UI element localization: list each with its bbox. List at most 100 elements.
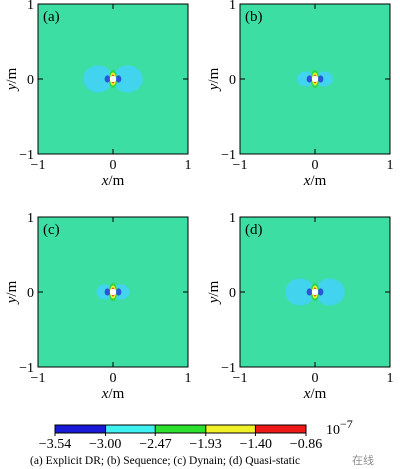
panel-a-y-axis-label: y/m: [4, 67, 20, 92]
left-lobe-contour: [83, 65, 113, 93]
panel-b-contour-field: [296, 70, 334, 88]
panel-b-ytick-label: −1: [221, 148, 236, 163]
panel-d-ytick-label: −1: [221, 361, 236, 376]
panel-c-xtick-label: 0: [110, 371, 117, 386]
panel-a-label: (a): [43, 9, 60, 25]
panel-a-contour-field: [83, 65, 143, 93]
right-lobe-contour: [315, 71, 334, 87]
panel-b-ticks: [239, 3, 391, 155]
panel-c-y-axis-label: y/m: [4, 280, 20, 305]
colorbar-tick-label: −3.54: [39, 437, 71, 452]
panel-d: (d) −1 0 1 −1 0 1 x/m y/m: [206, 211, 394, 402]
colorbar-bin: [155, 425, 206, 433]
y-axis-unit: /m: [4, 280, 20, 296]
right-core-contour: [317, 288, 324, 296]
panel-b-x-axis-label: x/m: [303, 173, 327, 189]
x-axis-unit: /m: [310, 386, 326, 402]
colorbar-bin: [205, 425, 256, 433]
center-hole: [109, 288, 117, 296]
x-axis-name: x: [303, 386, 311, 402]
center-hole: [311, 75, 319, 83]
panel-c-contour-field: [96, 283, 130, 301]
x-axis-name: x: [101, 386, 109, 402]
panel-d-xtick-label: 1: [387, 371, 394, 386]
panel-b-ytick-label: 0: [229, 73, 236, 88]
colorbar-bin: [55, 425, 106, 433]
center-hole: [311, 288, 319, 296]
y-axis-unit: /m: [206, 280, 222, 296]
panel-b-xtick-label: −1: [233, 158, 248, 173]
y-axis-unit: /m: [4, 67, 20, 83]
panel-b: (b) −1 0 1 −1 0 1 x/m y/m: [206, 0, 394, 189]
panel-a-xtick-label: −1: [31, 158, 46, 173]
panel-c-ytick-label: 0: [27, 286, 34, 301]
right-lobe-contour: [315, 278, 345, 306]
panel-d-ytick-label: 0: [229, 286, 236, 301]
panel-a-ytick-label: −1: [19, 148, 34, 163]
left-core-contour: [104, 288, 111, 296]
panel-b-xtick-label: 1: [387, 158, 394, 173]
right-core-contour: [115, 288, 122, 296]
colorbar: −3.54 −3.00 −2.47 −1.93 −1.40 −0.86 10−7: [39, 417, 353, 452]
x-axis-unit: /m: [108, 386, 124, 402]
panel-a-xtick-label: 1: [185, 158, 192, 173]
panel-b-xtick-label: 0: [312, 158, 319, 173]
colorbar-tick-label: −2.47: [139, 437, 171, 452]
right-core-contour: [317, 75, 324, 83]
panel-a: (a) −1 0 1 −1 0 1 x/m y/m: [4, 0, 192, 189]
x-axis-unit: /m: [108, 173, 124, 189]
panel-a-ticks: [37, 3, 189, 155]
y-axis-name: y: [4, 296, 20, 305]
panel-c: (c) −1 0 1 −1 0 1 x/m y/m: [4, 211, 192, 402]
left-core-contour: [104, 75, 111, 83]
colorbar-tick-label: −1.93: [189, 437, 221, 452]
watermark: 在线: [352, 453, 374, 467]
colorbar-exponent: 10−7: [326, 417, 353, 438]
panel-c-x-axis-label: x/m: [101, 386, 125, 402]
colorbar-exponent-base: 10: [326, 423, 340, 438]
panel-d-ytick-label: 1: [229, 211, 236, 226]
panel-d-xtick-label: 0: [312, 371, 319, 386]
panel-d-y-axis-label: y/m: [206, 280, 222, 305]
panel-c-ytick-label: −1: [19, 361, 34, 376]
panel-a-xtick-label: 0: [110, 158, 117, 173]
panel-a-x-axis-label: x/m: [101, 173, 125, 189]
colorbar-bin: [105, 425, 156, 433]
colorbar-bins: [55, 425, 306, 433]
x-axis-name: x: [101, 173, 109, 189]
panel-c-ytick-label: 1: [27, 211, 34, 226]
colorbar-bin: [255, 425, 306, 433]
figure-caption: (a) Explicit DR; (b) Sequence; (c) Dynai…: [30, 455, 300, 467]
y-axis-name: y: [206, 296, 222, 305]
panel-d-label: (d): [245, 222, 263, 238]
panel-c-ticks: [37, 216, 189, 368]
colorbar-tick-label: −0.86: [290, 437, 322, 452]
panel-a-ytick-label: 1: [27, 0, 34, 13]
y-axis-name: y: [4, 83, 20, 92]
panel-b-label: (b): [245, 9, 263, 25]
colorbar-tick-label: −1.40: [240, 437, 272, 452]
panel-c-label: (c): [43, 222, 60, 238]
x-axis-name: x: [303, 173, 311, 189]
colorbar-exponent-power: −7: [340, 417, 353, 431]
right-core-contour: [115, 75, 122, 83]
panel-a-ytick-label: 0: [27, 73, 34, 88]
colorbar-ticks: [54, 425, 307, 436]
y-axis-unit: /m: [206, 67, 222, 83]
panel-b-y-axis-label: y/m: [206, 67, 222, 92]
panel-c-xtick-label: −1: [31, 371, 46, 386]
panel-d-ticks: [239, 216, 391, 368]
left-core-contour: [306, 75, 313, 83]
left-lobe-contour: [296, 71, 315, 87]
x-axis-unit: /m: [310, 173, 326, 189]
panel-d-x-axis-label: x/m: [303, 386, 327, 402]
panel-c-xtick-label: 1: [185, 371, 192, 386]
y-axis-name: y: [206, 83, 222, 92]
left-core-contour: [306, 288, 313, 296]
right-lobe-contour: [113, 65, 143, 93]
panel-d-xtick-label: −1: [233, 371, 248, 386]
panel-d-contour-field: [285, 278, 345, 306]
panel-b-ytick-label: 1: [229, 0, 236, 13]
colorbar-tick-label: −3.00: [89, 437, 121, 452]
